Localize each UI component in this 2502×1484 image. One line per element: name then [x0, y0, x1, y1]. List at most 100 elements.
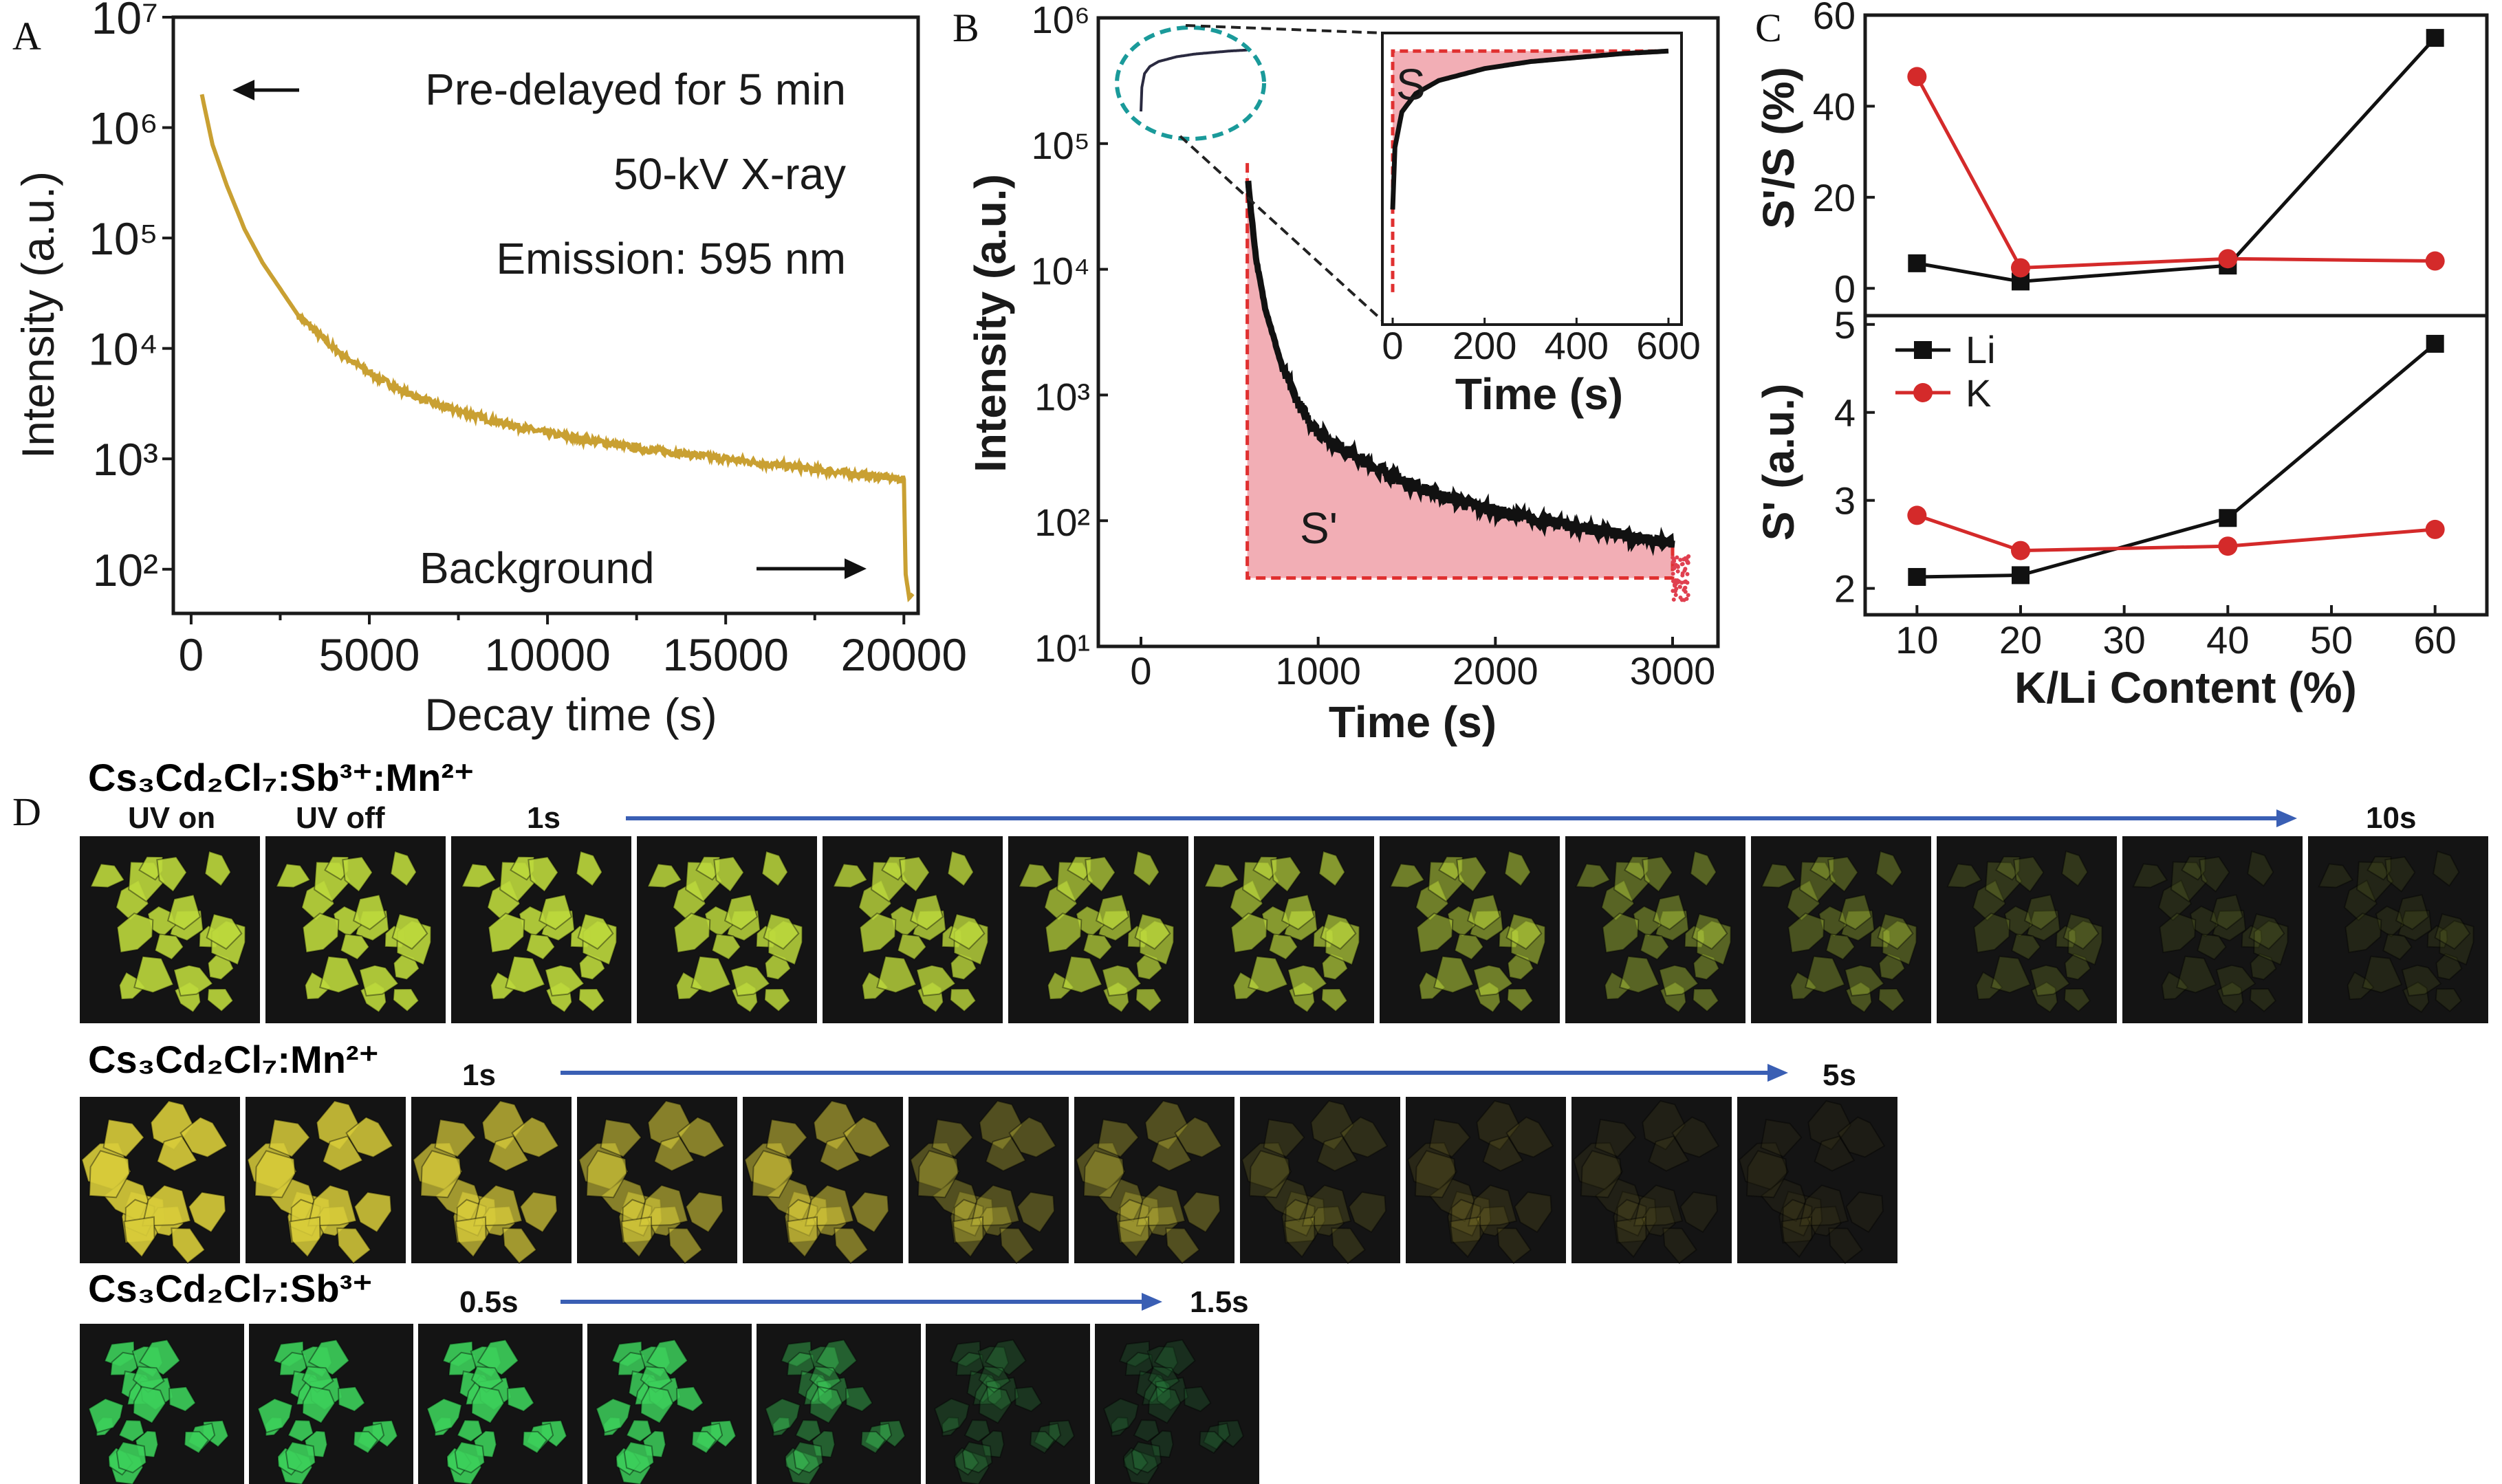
afterglow-photo — [418, 1324, 583, 1484]
data-point-li — [2219, 509, 2237, 527]
crystal — [89, 863, 126, 888]
crystal — [772, 1417, 791, 1437]
crystal — [1505, 1116, 1554, 1158]
background-noise-point — [1683, 589, 1688, 594]
crystal — [1506, 987, 1534, 1012]
row-1-photos — [80, 836, 2488, 1023]
crystal — [1151, 1135, 1193, 1172]
crystal — [730, 964, 771, 997]
data-point-li — [1908, 254, 1926, 272]
crystal — [784, 1447, 810, 1476]
crystal — [2064, 952, 2091, 981]
row-2-formula: Cs₃Cd₂Cl₇:Mn²⁺ — [88, 1038, 379, 1081]
background-noise-point — [1671, 597, 1676, 602]
background-noise-point — [1673, 589, 1677, 593]
crystal — [1340, 1116, 1389, 1158]
crystal — [1658, 964, 1699, 997]
crystal — [690, 955, 732, 994]
crystal — [102, 1118, 145, 1158]
crystal — [358, 964, 400, 997]
x-tick-label: 0 — [1130, 649, 1151, 692]
background-noise-point — [1671, 571, 1675, 576]
crystal — [1818, 905, 1848, 938]
crystal — [353, 1430, 379, 1454]
crystal — [352, 894, 387, 930]
crystal — [952, 1216, 984, 1258]
crystal — [786, 1351, 815, 1376]
panel-b-plot-area — [1115, 24, 1691, 602]
annotation-pre-delayed: Pre-delayed for 5 min — [425, 65, 846, 114]
crystal — [527, 856, 559, 893]
row-2-label-start: 1s — [462, 1058, 496, 1092]
afterglow-photo — [1194, 836, 1374, 1023]
crystal — [1263, 1178, 1309, 1222]
crystal — [949, 987, 977, 1012]
crystal — [1075, 1142, 1127, 1190]
crystal — [1604, 971, 1632, 1001]
crystal — [1062, 955, 1103, 994]
crystal — [156, 1135, 198, 1172]
crystal — [488, 912, 525, 954]
crystal — [1281, 1190, 1326, 1244]
crystal — [797, 1370, 831, 1404]
row-1-label-start: 1s — [527, 801, 561, 835]
crystal — [1575, 863, 1611, 888]
crystal — [595, 1397, 632, 1434]
crystal — [1018, 863, 1054, 888]
crystal — [1248, 955, 1289, 994]
crystal — [340, 933, 370, 961]
background-noise-point — [1685, 571, 1690, 576]
data-point-k — [2425, 251, 2445, 271]
crystal — [978, 1366, 1011, 1393]
crystal — [978, 1205, 1013, 1237]
crystal — [1844, 964, 1885, 997]
afterglow-photo — [1074, 1097, 1234, 1265]
afterglow-photo — [265, 836, 446, 1023]
crystal — [966, 1370, 1000, 1404]
crystal — [984, 1339, 1027, 1376]
crystal — [141, 1184, 192, 1227]
afterglow-photo — [577, 1097, 737, 1265]
zoom-connector-bottom — [1179, 135, 1384, 322]
background-noise-point — [1671, 557, 1676, 562]
crystal — [133, 955, 175, 994]
row-2-photos — [80, 1097, 1897, 1265]
crystal — [2401, 964, 2442, 997]
panel-a-y-axis-label: Intensity (a.u.) — [12, 171, 63, 459]
crystal — [2249, 987, 2276, 1012]
background-noise-point — [1686, 560, 1690, 565]
legend-marker-li — [1914, 341, 1932, 359]
crystal — [1613, 861, 1651, 903]
crystal — [1124, 1351, 1153, 1376]
crystal — [2030, 981, 2058, 1014]
afterglow-photo — [80, 1097, 240, 1265]
crystal — [1174, 1116, 1223, 1158]
y-tick-label: 10² — [93, 545, 158, 596]
crystal — [1787, 912, 1825, 954]
crystal — [1781, 1199, 1813, 1237]
crystal — [933, 1397, 970, 1434]
y-tick-label: 10⁶ — [1032, 0, 1090, 41]
crystal — [1122, 1447, 1149, 1476]
crystal — [1778, 1190, 1823, 1244]
crystal — [812, 1430, 836, 1459]
crystal — [948, 913, 986, 950]
crystal — [1790, 971, 1818, 1001]
data-point-k — [2011, 541, 2030, 560]
crystal — [2250, 952, 2277, 981]
afterglow-photo — [926, 1324, 1090, 1484]
y-tick-label: 10¹ — [1034, 626, 1090, 670]
crystal — [792, 1441, 824, 1474]
crystal — [691, 1430, 717, 1454]
crystal — [2067, 919, 2103, 966]
crystal — [1514, 1191, 1552, 1233]
crystal — [1318, 850, 1346, 887]
crystal — [1837, 1116, 1886, 1158]
crystal — [2375, 905, 2405, 938]
data-point-li — [2426, 334, 2444, 353]
crystal — [2426, 924, 2448, 948]
x-tick-label: 30 — [2103, 618, 2146, 662]
crystal — [1972, 879, 2006, 921]
crystal — [953, 1447, 979, 1476]
crystal — [1877, 913, 1914, 950]
